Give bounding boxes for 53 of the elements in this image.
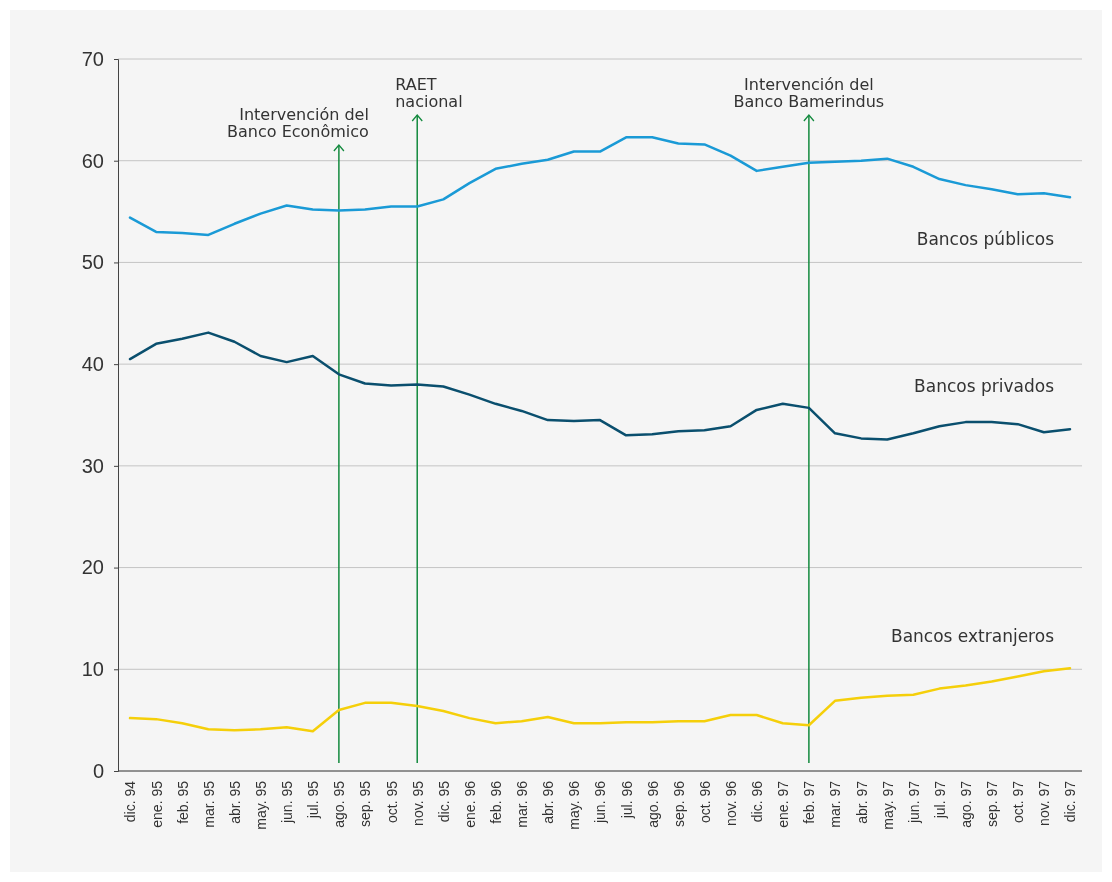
x-tick-label: ene. 97 [775,780,792,828]
x-tick-label: nov. 95 [409,780,426,826]
y-tick-label: 0 [92,759,104,782]
x-tick-label: ago. 95 [331,780,348,828]
x-tick-label: jun. 96 [592,780,609,825]
x-tick-label: feb. 96 [487,780,504,824]
x-tick-label: nov. 97 [1036,780,1053,826]
x-tick-label: oct. 96 [696,780,713,824]
y-tick-label: 20 [81,556,104,579]
text: Bancos públicos [916,229,1055,250]
x-tick-label: nov. 96 [722,780,739,826]
x-tick-label: dic. 97 [1062,780,1079,823]
x-tick-label: may. 96 [566,780,583,830]
x-tick-label: mar. 97 [827,780,844,828]
y-tick-label: 70 [81,47,104,70]
x-tick-label: sep. 97 [984,780,1001,827]
x-tick-label: abr. 96 [540,780,557,824]
x-tick-label: dic. 94 [122,780,139,823]
x-tick-label: ago. 96 [644,780,661,828]
x-tick-label: ago. 97 [957,780,974,828]
y-tick-label: 30 [81,454,104,477]
x-tick-label: oct. 95 [383,780,400,824]
x-tick-label: jul. 95 [305,780,322,820]
x-tick-label: may. 97 [879,780,896,830]
series-label: Bancos extranjeros [891,626,1055,647]
x-tick-label: dic. 96 [749,780,766,823]
y-tick-label: 10 [81,658,104,681]
y-tick-label: 50 [81,251,104,274]
x-tick-label: jun. 97 [905,780,922,825]
x-tick-label: sep. 96 [670,780,687,827]
x-tick-label: mar. 95 [200,780,217,828]
x-tick-label: jul. 96 [618,780,635,820]
x-tick-label: abr. 97 [853,780,870,824]
x-tick-label: jun. 95 [279,780,296,825]
x-tick-label: mar. 96 [514,780,531,828]
y-tick-label: 60 [81,149,104,172]
line-series [128,667,1072,733]
ref-line-label: Intervención del Banco Econômico [227,105,369,141]
x-tick-label: jul. 97 [931,780,948,820]
x-tick-label: ene. 95 [148,780,165,828]
x-tick-label: abr. 95 [226,780,243,824]
x-tick-label: sep. 95 [357,780,374,827]
x-tick-label: oct. 97 [1010,780,1027,824]
y-tick-label: 40 [81,353,104,376]
line-series [128,331,1072,441]
x-tick-label: feb. 95 [174,780,191,824]
ref-line-label: Intervención del Banco Bamerindus [733,75,885,111]
x-tick-label: dic. 95 [435,780,452,823]
x-tick-label: ene. 96 [461,780,478,828]
x-tick-label: feb. 97 [801,780,818,824]
text: Bancos privados [914,376,1055,397]
ref-line-label: RAET nacional [395,75,463,111]
x-tick-label: may. 95 [252,780,269,830]
